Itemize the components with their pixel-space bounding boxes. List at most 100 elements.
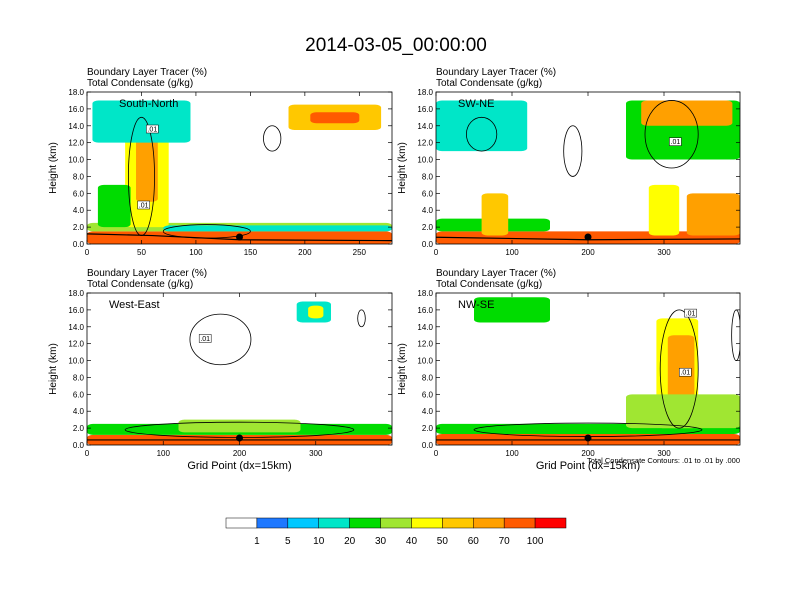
panel-south-north: .01 .01 0.0 2.0 4.0 6.0 8.0 10.0 12.0 14.0 16.0 18.… [48, 67, 393, 257]
x-tick-label: 200 [298, 248, 312, 257]
y-tick-label: 8.0 [73, 172, 85, 181]
tracer-field [87, 100, 392, 244]
location-marker [584, 434, 592, 442]
colorbar-swatch [256, 517, 289, 529]
colorbar-tick-label: 1 [254, 536, 260, 547]
x-tick-label: 100 [189, 248, 203, 257]
panel-region-label: West-East [109, 299, 160, 311]
condensate-contour-line [659, 309, 699, 429]
panel-subtitle-tracer: Boundary Layer Tracer (%) [87, 67, 207, 78]
x-tick-label: 200 [233, 449, 247, 458]
colorbar-swatch [380, 517, 412, 529]
x-tick-label: 100 [505, 449, 519, 458]
condensate-contour-line [465, 116, 498, 152]
y-tick-label: 16.0 [68, 306, 84, 315]
contour-label: .01 [147, 127, 157, 134]
panel-region-label: SW-NE [458, 98, 494, 110]
tracer-region [97, 184, 131, 228]
tracer-region [474, 297, 550, 323]
tracer-region [308, 305, 324, 319]
tracer-field [436, 100, 740, 244]
colorbar: 1 5 10 20 30 40 50 60 70 100 [225, 517, 567, 547]
x-tick-label: 300 [309, 449, 323, 458]
colorbar-swatch [411, 517, 443, 529]
condensate-contour-line [189, 313, 252, 366]
y-tick-label: 6.0 [73, 189, 85, 198]
panel-subtitle-tracer: Boundary Layer Tracer (%) [436, 268, 556, 279]
colorbar-swatch [225, 517, 258, 529]
y-tick-label: 18.0 [68, 88, 84, 97]
colorbar-tick-label: 30 [375, 536, 387, 547]
tracer-region [310, 112, 360, 124]
colorbar-tick-label: 5 [285, 536, 291, 547]
colorbar-swatch [503, 517, 536, 529]
condensate-contour-line [563, 125, 583, 177]
tracer-region [178, 419, 301, 433]
contour-label: .01 [200, 336, 210, 343]
y-tick-label: 8.0 [422, 172, 434, 181]
x-tick-label: 150 [244, 248, 258, 257]
y-tick-label: 4.0 [73, 407, 85, 416]
panel-west-east: .01 0.0 2.0 4.0 6.0 8.0 10.0 12.0 14.0 16.0 18.0 0 1… [48, 268, 393, 472]
y-tick-label: 16.0 [417, 105, 433, 114]
y-tick-label: 10.0 [68, 156, 84, 165]
colorbar-swatch [534, 517, 567, 529]
y-tick-label: 0.0 [422, 240, 434, 249]
condensate-contours [87, 116, 392, 242]
y-tick-label: 12.0 [417, 139, 433, 148]
tracer-region [163, 225, 392, 232]
x-axis-label: Grid Point (dx=15km) [536, 460, 640, 472]
y-tick-label: 4.0 [422, 407, 434, 416]
figure-title: 2014-03-05_00:00:00 [305, 35, 487, 56]
y-tick-label: 18.0 [417, 88, 433, 97]
contour-label-box [684, 308, 697, 318]
y-tick-label: 14.0 [417, 122, 433, 131]
x-axis-label: Grid Point (dx=15km) [187, 460, 291, 472]
y-tick-label: 16.0 [417, 306, 433, 315]
y-tick-label: 8.0 [73, 373, 85, 382]
tracer-region [92, 100, 191, 143]
contour-label: .01 [680, 370, 690, 377]
y-tick-label: 10.0 [417, 156, 433, 165]
colorbar-tick-label: 70 [499, 536, 511, 547]
condensate-contour-line [357, 309, 366, 328]
y-tick-label: 8.0 [422, 373, 434, 382]
y-tick-label: 0.0 [73, 240, 85, 249]
y-tick-label: 6.0 [422, 390, 434, 399]
colorbar-tick-label: 100 [527, 536, 544, 547]
y-axis-label: Height (km) [48, 142, 59, 194]
y-tick-label: 12.0 [68, 139, 84, 148]
contour-label: .01 [671, 139, 681, 146]
contour-label-box [679, 367, 692, 377]
x-tick-label: 0 [434, 449, 439, 458]
colorbar-swatch [287, 517, 319, 529]
colorbar-swatch [442, 517, 474, 529]
contour-label-box [137, 200, 150, 210]
colorbar-swatch [349, 517, 381, 529]
tracer-region [648, 184, 680, 236]
y-tick-label: 4.0 [73, 206, 85, 215]
condensate-contour-line [644, 100, 699, 169]
panel-region-label: NW-SE [458, 299, 494, 311]
contour-note: Total Condensate Contours: .01 to .01 by… [587, 456, 740, 465]
x-tick-label: 300 [657, 449, 671, 458]
panel-subtitle-condensate: Total Condensate (g/kg) [87, 78, 193, 89]
panel-subtitle-tracer: Boundary Layer Tracer (%) [87, 268, 207, 279]
x-tick-label: 100 [157, 449, 171, 458]
y-tick-label: 14.0 [68, 323, 84, 332]
tracer-region [626, 394, 740, 429]
y-tick-label: 10.0 [68, 357, 84, 366]
colorbar-tick-label: 10 [313, 536, 325, 547]
y-tick-label: 6.0 [73, 390, 85, 399]
contour-label-box [146, 124, 159, 134]
y-tick-label: 2.0 [422, 424, 434, 433]
x-tick-label: 0 [85, 248, 90, 257]
x-tick-label: 100 [505, 248, 519, 257]
y-tick-label: 4.0 [422, 206, 434, 215]
x-tick-label: 0 [434, 248, 439, 257]
contour-label-box [198, 334, 212, 343]
y-tick-label: 10.0 [417, 357, 433, 366]
y-tick-label: 12.0 [417, 340, 433, 349]
y-tick-label: 14.0 [417, 323, 433, 332]
y-tick-label: 6.0 [422, 189, 434, 198]
